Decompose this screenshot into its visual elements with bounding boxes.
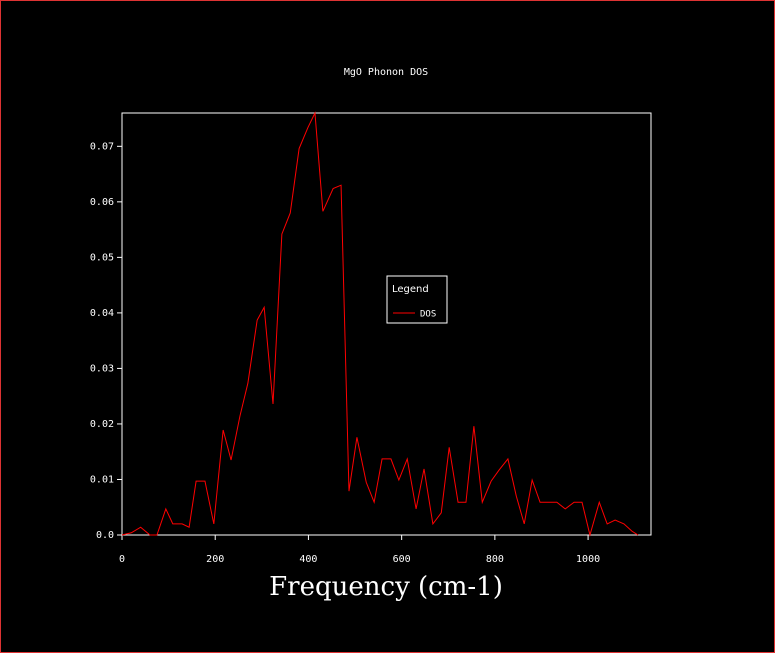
dos-line <box>121 111 639 537</box>
x-tick-label: 200 <box>206 554 224 565</box>
x-tick-label: 1000 <box>576 554 600 565</box>
legend-label: DOS <box>420 310 436 320</box>
legend-title: Legend <box>392 284 429 295</box>
y-tick-label: 0.01 <box>90 474 114 485</box>
x-axis-label: Frequency (cm-1) <box>269 572 503 602</box>
y-tick-label: 0.0 <box>96 530 114 541</box>
y-tick-label: 0.06 <box>90 197 114 208</box>
legend: Legend DOS <box>386 275 448 324</box>
y-tick-label: 0.07 <box>90 141 114 152</box>
x-tick-label: 0 <box>119 554 125 565</box>
plot-frame <box>121 112 652 536</box>
y-tick-label: 0.02 <box>90 419 114 430</box>
legend-box <box>386 275 448 324</box>
y-tick-label: 0.05 <box>90 252 114 263</box>
x-tick-label: 400 <box>299 554 317 565</box>
y-tick-label: 0.03 <box>90 363 114 374</box>
x-tick-label: 800 <box>486 554 504 565</box>
x-tick-label: 600 <box>393 554 411 565</box>
y-tick-label: 0.04 <box>90 308 114 319</box>
chart-title: MgO Phonon DOS <box>344 67 428 78</box>
